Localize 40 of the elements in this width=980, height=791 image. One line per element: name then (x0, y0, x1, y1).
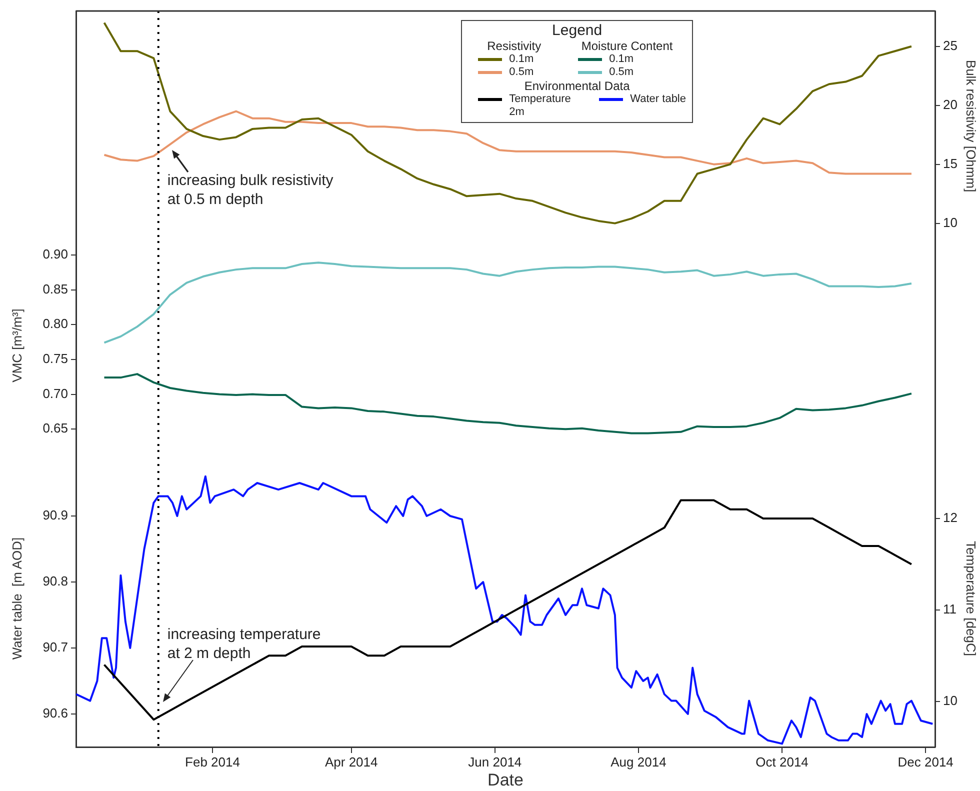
x-tick-label: Apr 2014 (324, 754, 378, 770)
annotation: Moisture Content (580, 39, 674, 53)
y-tick-label: 0.90 (42, 246, 68, 262)
y-tick-label: 0.65 (42, 420, 68, 436)
y2-tick-label: 12 (943, 510, 958, 526)
y2-tick-label: 15 (943, 156, 958, 171)
y2-tick-label: 11 (943, 602, 956, 616)
legend-label: 0.1m (609, 53, 634, 66)
y2-tick-label: 10 (943, 692, 958, 708)
legend-title: Legend (551, 22, 604, 39)
x-tick-label: Jun 2014 (468, 754, 522, 770)
annotation: Environmental Data (523, 79, 631, 93)
y-tick-label: 0.70 (42, 386, 68, 401)
y-tick-label: 0.85 (42, 281, 68, 296)
x-tick-label: Dec 2014 (898, 754, 954, 770)
annotation: increasing bulk resistivity at 0.5 m depth (167, 172, 334, 210)
x-tick-label: Feb 2014 (185, 754, 240, 770)
y-tick-label: 90.6 (42, 706, 68, 721)
x-tick-label: Oct 2014 (756, 754, 808, 770)
y2-tick-label: 25 (943, 38, 958, 53)
legend-label: 0.5m (609, 66, 634, 79)
y2-axis-title: Temperature [degC] (964, 541, 979, 656)
annotation: increasing temperature at 2 m depth (167, 626, 321, 664)
y-axis-title: Water table [m AOD] (9, 537, 24, 660)
y2-axis-title: Bulk resistivity [Ohmm] (964, 60, 979, 192)
x-tick-label: Aug 2014 (610, 754, 666, 770)
legend-label: 0.5m (509, 66, 534, 79)
y-tick-label: 0.75 (42, 351, 68, 366)
legend-label: Water table (630, 93, 686, 106)
legend-label: Temperature 2m (509, 93, 572, 119)
legend-label: 0.1m (509, 53, 534, 66)
y-tick-label: 90.8 (42, 574, 68, 589)
y-tick-label: 90.7 (42, 640, 68, 655)
y2-tick-label: 20 (943, 96, 958, 112)
y-axis-title: VMC [m³/m³] (9, 308, 24, 382)
y-tick-label: 0.80 (42, 316, 68, 332)
annotation: Resistivity (486, 39, 542, 53)
x-axis-title: Date (488, 770, 524, 790)
y2-tick-label: 10 (943, 214, 958, 230)
y-tick-label: 90.9 (42, 508, 68, 523)
